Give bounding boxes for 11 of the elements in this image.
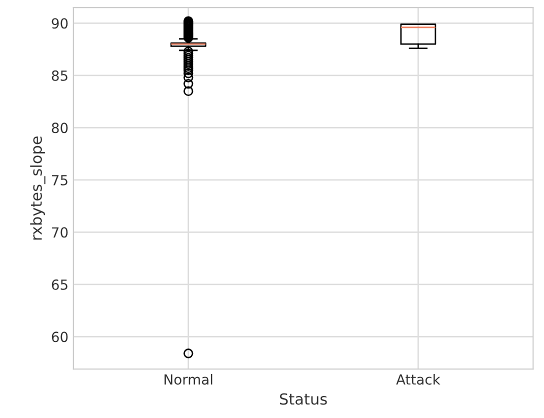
y-tick-label: 80 (52, 122, 68, 134)
x-axis-title: Status (280, 393, 327, 405)
y-tick-label: 60 (52, 332, 68, 342)
y-axis-title: rxbytes_slope (30, 136, 46, 240)
y-tick-label: 70 (52, 227, 68, 238)
y-tick-label: 85 (52, 70, 68, 81)
y-tick-label: 75 (52, 175, 68, 186)
x-tick-label: Normal (164, 374, 212, 385)
y-tick-label: 90 (52, 18, 68, 29)
x-tick-label: Attack (396, 374, 440, 385)
y-tick-label: 65 (52, 279, 68, 290)
